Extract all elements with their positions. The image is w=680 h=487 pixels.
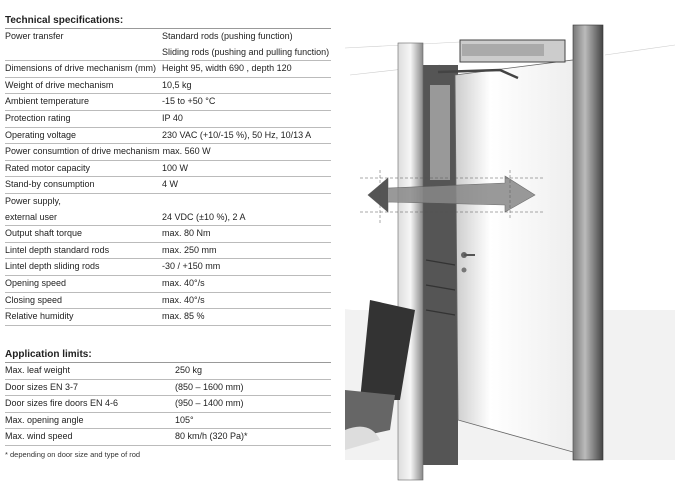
table-row: Relative humidity max. 85 % (5, 309, 331, 326)
row-value: (950 – 1400 mm) (175, 398, 244, 409)
row-value: Sliding rods (pushing and pulling functi… (162, 46, 330, 57)
row-value: IP 40 (162, 112, 183, 123)
row-label: Stand-by consumption (5, 179, 95, 190)
table-row: Ambient temperature -15 to +50 °C (5, 94, 331, 111)
row-label: Power consumtion of drive mechanism (5, 146, 160, 157)
row-value: 105° (175, 414, 194, 425)
application-limits-table: Application limits: Max. leaf weight 250 … (5, 348, 331, 459)
footnote: * depending on door size and type of rod (5, 449, 141, 459)
table-row: Protection rating IP 40 (5, 111, 331, 128)
row-value: 24 VDC (±10 %), 2 A (162, 211, 246, 222)
row-label: Power supply, (5, 195, 61, 206)
table-row: Door sizes EN 3-7 (850 – 1600 mm) (5, 380, 331, 397)
table-row: Closing speed max. 40°/s (5, 293, 331, 310)
table-row: Sliding rods (pushing and pulling functi… (5, 45, 331, 62)
table-row: Output shaft torque max. 80 Nm (5, 226, 331, 243)
door-operator-illustration (344, 24, 676, 481)
table-row: Stand-by consumption 4 W (5, 177, 331, 194)
row-value: 80 km/h (320 Pa)* (175, 431, 248, 442)
table-row: external user 24 VDC (±10 %), 2 A (5, 210, 331, 227)
row-value: Standard rods (pushing function) (162, 31, 293, 41)
row-label: Max. wind speed (5, 431, 73, 442)
table-row: Weight of drive mechanism 10,5 kg (5, 78, 331, 95)
section-title: Technical specifications: (5, 14, 331, 29)
row-label: Weight of drive mechanism (5, 79, 114, 90)
row-label: external user (5, 211, 58, 222)
row-value: max. 40°/s (162, 294, 205, 305)
section-title: Application limits: (5, 348, 331, 363)
table-row: Operating voltage 230 VAC (+10/-15 %), 50… (5, 128, 331, 145)
row-label: Max. opening angle (5, 414, 84, 425)
row-value: (850 – 1600 mm) (175, 381, 244, 392)
row-label: Max. leaf weight (5, 365, 71, 375)
row-value: 4 W (162, 179, 179, 190)
row-value: -30 / +150 mm (162, 261, 221, 272)
row-value: max. 560 W (162, 146, 211, 157)
row-label: Rated motor capacity (5, 162, 91, 173)
row-label: Lintel depth sliding rods (5, 261, 100, 272)
table-row: Max. wind speed 80 km/h (320 Pa)* (5, 429, 331, 446)
table-row: Lintel depth sliding rods -30 / +150 mm (5, 259, 331, 276)
row-label: Lintel depth standard rods (5, 244, 110, 255)
row-label: Opening speed (5, 277, 67, 288)
row-label: Door sizes EN 3-7 (5, 381, 79, 392)
row-label: Ambient temperature (5, 96, 90, 107)
row-value: 250 kg (175, 365, 203, 375)
table-row: Door sizes fire doors EN 4-6 (950 – 1400 … (5, 396, 331, 413)
table-row: Dimensions of drive mechanism (mm) Height… (5, 61, 331, 78)
row-label: Power transfer (5, 31, 64, 41)
row-label: Door sizes fire doors EN 4-6 (5, 398, 119, 409)
table-row: Max. opening angle 105° (5, 413, 331, 430)
row-value: max. 40°/s (162, 277, 205, 288)
table-row: Power consumtion of drive mechanism max. … (5, 144, 331, 161)
row-value: 100 W (162, 162, 189, 173)
row-label: Protection rating (5, 112, 71, 123)
row-value: max. 80 Nm (162, 228, 211, 239)
row-label (5, 45, 162, 61)
table-row: Lintel depth standard rods max. 250 mm (5, 243, 331, 260)
row-value: max. 250 mm (162, 244, 217, 255)
table-row: Power transfer Standard rods (pushing fun… (5, 29, 331, 45)
row-value: 230 VAC (+10/-15 %), 50 Hz, 10/13 A (162, 129, 312, 140)
row-label: Closing speed (5, 294, 63, 305)
table-row: Max. leaf weight 250 kg (5, 363, 331, 380)
row-label: Operating voltage (5, 129, 77, 140)
table-row: Rated motor capacity 100 W (5, 161, 331, 178)
row-value: -15 to +50 °C (162, 96, 216, 107)
table-row: Power supply, (5, 194, 331, 210)
technical-specifications-table: Technical specifications: Power transfer… (5, 14, 331, 326)
table-row: Opening speed max. 40°/s (5, 276, 331, 293)
row-value: Height 95, width 690 , depth 120 (162, 63, 292, 74)
row-value: 10,5 kg (162, 79, 192, 90)
row-label: Output shaft torque (5, 228, 83, 239)
row-label: Relative humidity (5, 311, 74, 322)
row-label: Dimensions of drive mechanism (mm) (5, 63, 157, 74)
row-value: max. 85 % (162, 311, 205, 322)
